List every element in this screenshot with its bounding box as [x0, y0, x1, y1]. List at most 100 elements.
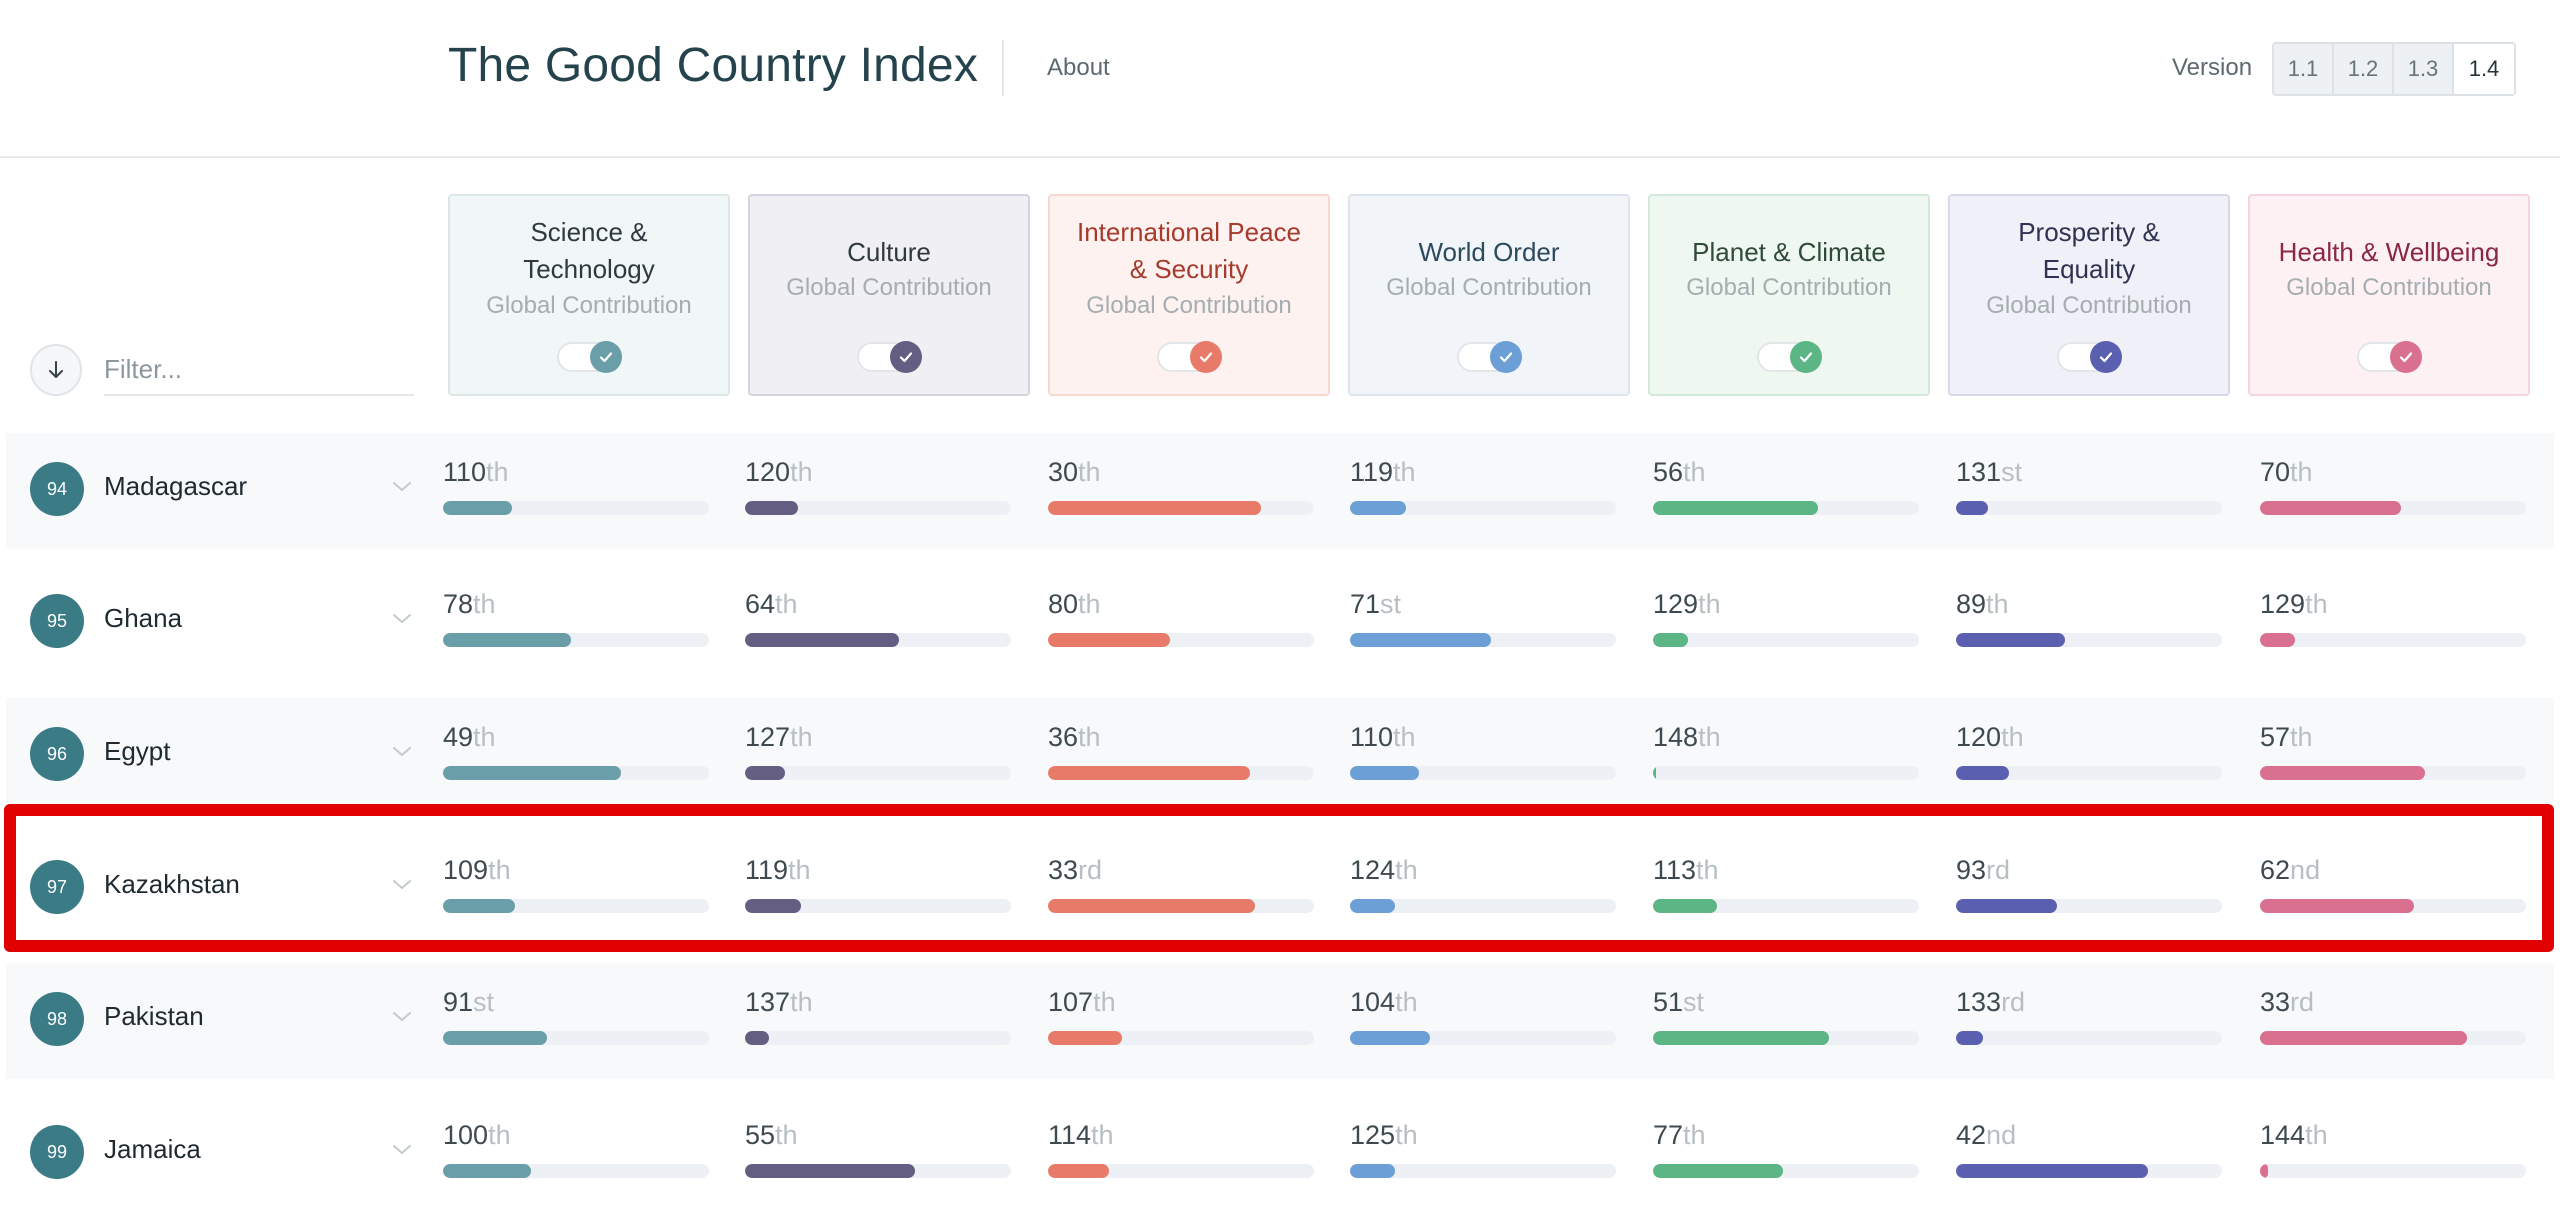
category-toggle-science-and-technology[interactable]	[557, 341, 622, 373]
rank-value: 33rd	[1048, 855, 1314, 891]
rank-suffix: st	[473, 987, 495, 1017]
rank-value: 64th	[745, 589, 1011, 625]
rank-cell-science-and-technology: 100th	[443, 1120, 709, 1178]
rank-bar-fill	[745, 633, 899, 647]
category-subtitle: Global Contribution	[1386, 274, 1592, 301]
country-name[interactable]: Ghana	[104, 603, 183, 633]
chevron-down-icon[interactable]	[390, 877, 414, 893]
category-subtitle: Global Contribution	[1686, 274, 1892, 301]
rank-bar	[1350, 633, 1616, 647]
rank-suffix: th	[1393, 722, 1416, 752]
chevron-down-icon[interactable]	[390, 479, 414, 495]
country-name[interactable]: Madagascar	[104, 471, 248, 501]
category-toggle-planet-and-climate[interactable]	[1757, 341, 1822, 373]
rank-number: 42	[1956, 1120, 1987, 1150]
rank-bar-fill	[1956, 899, 2057, 913]
category-toggle-world-order[interactable]	[1457, 341, 1522, 373]
rank-number: 107	[1048, 987, 1094, 1017]
rank-bar	[1048, 1164, 1314, 1178]
rank-bar	[1350, 1031, 1616, 1045]
rank-suffix: st	[2001, 457, 2023, 487]
rank-bar	[745, 501, 1011, 515]
country-name[interactable]: Jamaica	[104, 1134, 201, 1164]
rank-suffix: th	[1395, 855, 1418, 885]
category-toggle-culture[interactable]	[857, 341, 922, 373]
version-button-1-2[interactable]: 1.2	[2334, 44, 2394, 94]
rank-cell-culture: 64th	[745, 589, 1011, 647]
rank-bar	[1956, 633, 2222, 647]
about-link[interactable]: About	[1047, 54, 1110, 81]
category-card-international-peace-and-security: International Peace & Security Global Con…	[1048, 194, 1330, 396]
rank-number: 71	[1350, 589, 1381, 619]
rank-bar	[1653, 899, 1919, 913]
rank-suffix: th	[473, 722, 496, 752]
rank-bar	[1653, 501, 1919, 515]
category-toggle-prosperity-and-equality[interactable]	[2057, 341, 2122, 373]
table-row: 98 Pakistan 91st 137th 107th 104th 51st 133rd 33…	[6, 963, 2554, 1079]
rank-suffix: th	[1698, 722, 1721, 752]
rank-value: 62nd	[2260, 855, 2526, 891]
rank-cell-prosperity-and-equality: 93rd	[1956, 855, 2222, 913]
category-title: Science & Technology	[523, 217, 655, 284]
rank-bar	[1350, 501, 1616, 515]
rank-value: 55th	[745, 1120, 1011, 1156]
chevron-down-icon[interactable]	[390, 611, 414, 627]
rank-bar-fill	[2260, 899, 2414, 913]
rank-cell-culture: 120th	[745, 457, 1011, 515]
rank-value: 120th	[745, 457, 1011, 493]
arrow-down-icon	[49, 361, 63, 378]
rank-cell-international-peace-and-security: 36th	[1048, 722, 1314, 780]
check-icon	[599, 352, 613, 363]
rank-number: 77	[1653, 1120, 1684, 1150]
rank-bar	[1956, 1164, 2222, 1178]
rank-number: 120	[1956, 722, 2002, 752]
check-icon	[899, 352, 913, 363]
site-title[interactable]: The Good Country Index	[448, 39, 979, 92]
rank-value: 57th	[2260, 722, 2526, 758]
rank-value: 33rd	[2260, 987, 2526, 1023]
rank-cell-international-peace-and-security: 107th	[1048, 987, 1314, 1045]
rank-bar	[1956, 501, 2222, 515]
rank-cell-prosperity-and-equality: 131st	[1956, 457, 2222, 515]
rank-number: 56	[1653, 457, 1684, 487]
filter-input[interactable]	[104, 344, 414, 396]
rank-number: 33	[2260, 987, 2291, 1017]
version-button-1-1[interactable]: 1.1	[2274, 44, 2334, 94]
chevron-down-icon[interactable]	[390, 744, 414, 760]
chevron-down-icon[interactable]	[390, 1009, 414, 1025]
rank-cell-planet-and-climate: 77th	[1653, 1120, 1919, 1178]
rank-number: 36	[1048, 722, 1079, 752]
country-name[interactable]: Egypt	[104, 736, 171, 766]
rank-value: 133rd	[1956, 987, 2222, 1023]
rank-bar	[745, 1031, 1011, 1045]
rank-value: 125th	[1350, 1120, 1616, 1156]
country-name[interactable]: Kazakhstan	[104, 869, 240, 899]
rank-number: 144	[2260, 1120, 2306, 1150]
category-toggle-health-and-wellbeing[interactable]	[2357, 341, 2422, 373]
rank-value: 71st	[1350, 589, 1616, 625]
rank-number: 119	[1350, 457, 1394, 487]
chevron-down-icon[interactable]	[390, 1142, 414, 1158]
category-toggle-international-peace-and-security[interactable]	[1157, 341, 1222, 373]
rank-bar	[2260, 1164, 2526, 1178]
rank-value: 77th	[1653, 1120, 1919, 1156]
sort-button[interactable]	[30, 344, 82, 396]
rank-bar-fill	[1653, 1164, 1783, 1178]
rank-cell-world-order: 71st	[1350, 589, 1616, 647]
rank-bar	[1653, 633, 1919, 647]
rank-bar	[1350, 766, 1616, 780]
category-card-world-order: World Order Global Contribution	[1348, 194, 1630, 396]
rank-cell-health-and-wellbeing: 57th	[2260, 722, 2526, 780]
rank-number: 89	[1956, 589, 1987, 619]
rank-bar-fill	[2260, 1031, 2467, 1045]
version-button-1-3[interactable]: 1.3	[2394, 44, 2454, 94]
version-button-1-4[interactable]: 1.4	[2454, 44, 2514, 94]
table-row: 97 Kazakhstan 109th 119th 33rd 124th 113th 93rd…	[6, 831, 2554, 947]
country-name[interactable]: Pakistan	[104, 1001, 204, 1031]
rank-number: 104	[1350, 987, 1396, 1017]
rank-value: 113th	[1653, 855, 1919, 891]
rank-cell-planet-and-climate: 56th	[1653, 457, 1919, 515]
toggle-knob	[2390, 341, 2422, 373]
toggle-knob	[2090, 341, 2122, 373]
rank-value: 119th	[1350, 457, 1616, 493]
